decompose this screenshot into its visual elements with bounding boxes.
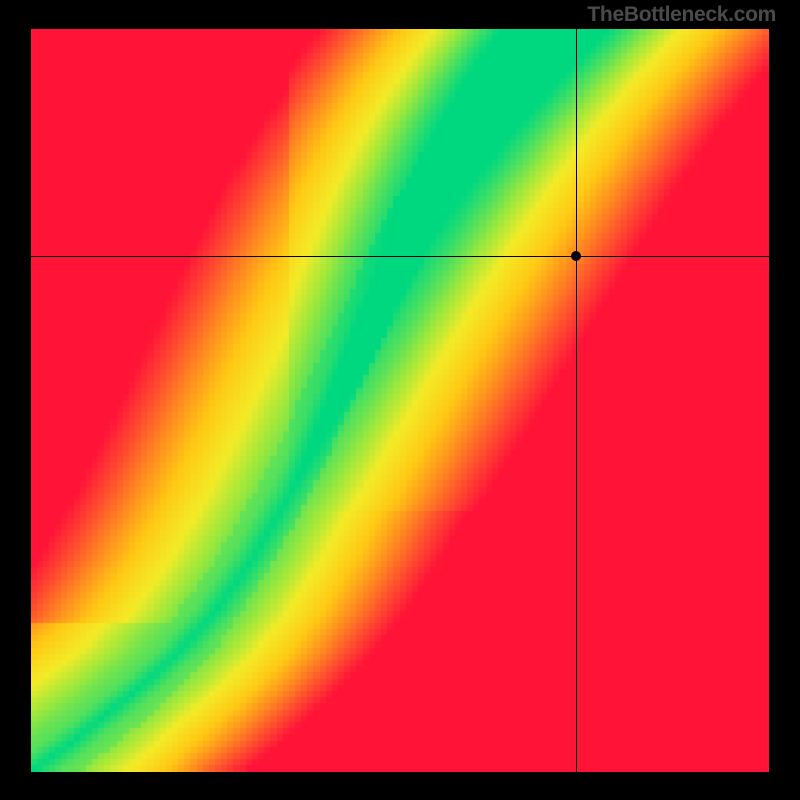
heatmap-plot [31, 29, 769, 772]
crosshair-vertical [576, 29, 577, 772]
attribution-label: TheBottleneck.com [587, 3, 776, 27]
chart-container: TheBottleneck.com [0, 0, 800, 800]
crosshair-horizontal [31, 256, 769, 257]
heatmap-canvas [31, 29, 769, 772]
marker-dot [571, 251, 581, 261]
